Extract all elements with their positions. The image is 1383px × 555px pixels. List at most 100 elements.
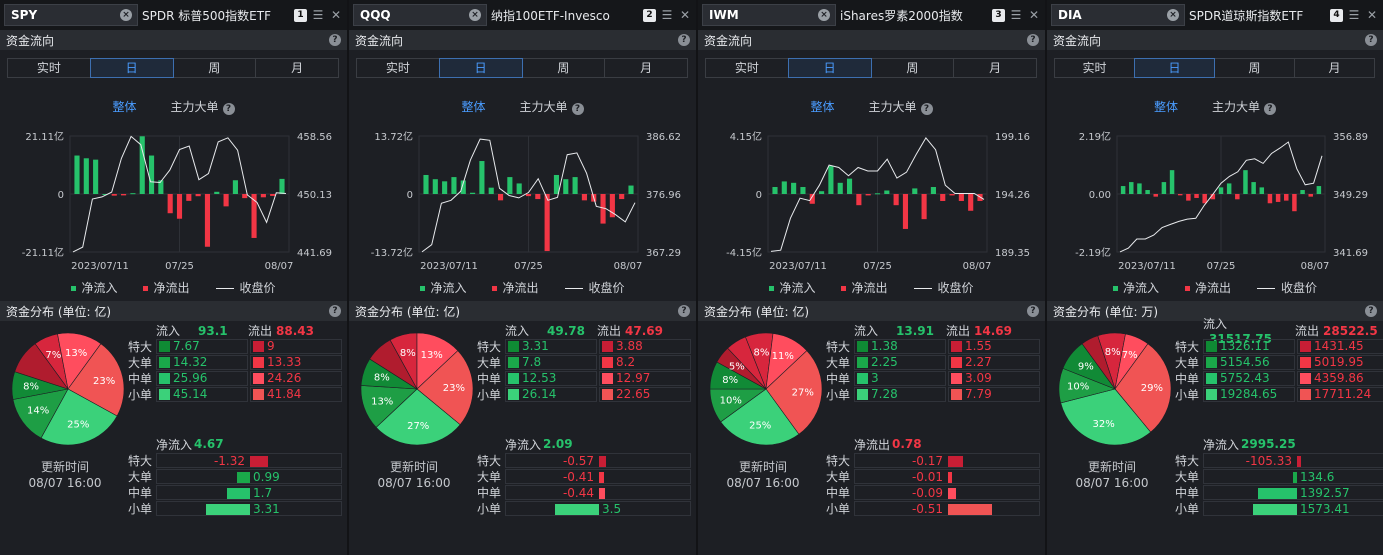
- net-flow-cell: -0.09: [854, 484, 1040, 500]
- help-icon[interactable]: ?: [329, 34, 341, 46]
- help-icon[interactable]: ?: [222, 103, 235, 115]
- symbol-input[interactable]: QQQ ×: [353, 4, 487, 26]
- net-flow-cell: 3.5: [505, 500, 691, 516]
- tab-2[interactable]: 周: [1214, 58, 1295, 78]
- help-icon[interactable]: ?: [1365, 34, 1377, 46]
- tab-2[interactable]: 周: [172, 58, 257, 78]
- inflow-amount: 1326.11: [1220, 339, 1270, 353]
- tab-1[interactable]: 日: [89, 58, 174, 78]
- tab-0[interactable]: 实时: [356, 58, 440, 78]
- net-flow-cell: 1.7: [156, 484, 342, 500]
- outflow-cell: 3.09: [948, 370, 1040, 386]
- settings-icon[interactable]: ☰: [1348, 8, 1360, 22]
- tab-0[interactable]: 实时: [705, 58, 789, 78]
- inflow-swatch: [159, 372, 170, 384]
- outflow-label: 流出: [248, 323, 273, 338]
- close-icon[interactable]: ✕: [330, 8, 342, 22]
- net-flow-row: 特大 -105.33: [1175, 452, 1383, 468]
- legend-close-text: 收盘价: [588, 280, 625, 295]
- outflow-amount: 2.27: [965, 355, 992, 369]
- outflow-cell: 12.97: [599, 370, 691, 386]
- flow-bar: [865, 194, 871, 196]
- close-icon[interactable]: ✕: [679, 8, 691, 22]
- legend-line: [564, 287, 583, 289]
- help-icon[interactable]: ?: [1264, 103, 1277, 115]
- clear-icon[interactable]: ×: [120, 9, 132, 21]
- symbol-input[interactable]: SPY ×: [4, 4, 138, 26]
- pie-slice: [369, 339, 418, 390]
- outflow-amount: 9: [267, 339, 275, 353]
- legend-inflow-text: 净流入: [1122, 280, 1159, 295]
- clear-icon[interactable]: ×: [818, 9, 830, 21]
- clear-icon[interactable]: ×: [469, 9, 481, 21]
- help-icon[interactable]: ?: [678, 305, 690, 317]
- net-flow-row: 小单 -0.51: [826, 500, 1040, 516]
- legend-line: [913, 287, 932, 289]
- flow-bar: [791, 182, 797, 194]
- distribution-row: 小单 7.28 7.79: [826, 386, 1042, 402]
- help-icon[interactable]: ?: [1365, 305, 1377, 317]
- inflow-swatch: [1206, 356, 1217, 368]
- help-icon[interactable]: ?: [678, 34, 690, 46]
- distribution-pie: 7% 13% 23% 25% 14% 8%: [11, 332, 125, 446]
- tab-0[interactable]: 实时: [7, 58, 91, 78]
- inflow-swatch: [159, 340, 170, 352]
- pie-label: 5%: [729, 361, 745, 372]
- update-time-label: 更新时间: [40, 460, 89, 474]
- tab-1[interactable]: 日: [1134, 58, 1215, 78]
- outflow-swatch: [951, 340, 962, 352]
- tab-1[interactable]: 日: [787, 58, 872, 78]
- settings-icon[interactable]: ☰: [661, 8, 673, 22]
- distribution-row: 中单 5752.43 4359.86: [1175, 370, 1383, 386]
- tab-3[interactable]: 月: [953, 58, 1037, 78]
- tab-main-big-orders[interactable]: 主力大单?: [520, 98, 584, 118]
- tab-overall[interactable]: 整体: [1153, 100, 1178, 114]
- tab-2[interactable]: 周: [870, 58, 955, 78]
- settings-icon[interactable]: ☰: [1010, 8, 1022, 22]
- tab-overall[interactable]: 整体: [461, 100, 486, 114]
- tab-2[interactable]: 周: [521, 58, 606, 78]
- flow-bar: [958, 194, 964, 201]
- tab-3[interactable]: 月: [255, 58, 339, 78]
- distribution-section-header: 资金分布 (单位: 亿)?: [349, 301, 696, 321]
- outflow-amount: 41.84: [267, 387, 302, 401]
- legend-outflow-text: 净流出: [153, 280, 190, 295]
- help-icon[interactable]: ?: [920, 103, 933, 115]
- symbol-text: IWM: [709, 8, 739, 22]
- tab-1[interactable]: 日: [438, 58, 523, 78]
- tab-3[interactable]: 月: [1294, 58, 1375, 78]
- inflow-amount: 5154.56: [1220, 355, 1270, 369]
- flow-bar: [846, 178, 853, 194]
- close-icon[interactable]: ✕: [1366, 8, 1378, 22]
- panel-dia: DIA × SPDR道琼斯指数ETF 4 ☰ ✕ 资金流向? 实时日周月整体 主力大单? 2.19…: [1047, 0, 1383, 555]
- help-icon[interactable]: ?: [329, 305, 341, 317]
- tab-overall[interactable]: 整体: [112, 100, 137, 114]
- flow-bar: [1259, 187, 1265, 194]
- help-icon[interactable]: ?: [1027, 305, 1039, 317]
- net-flow-cell: 134.6: [1203, 468, 1383, 484]
- legend-outflow: 净流出: [841, 279, 888, 296]
- tab-main-big-orders[interactable]: 主力大单?: [171, 98, 235, 118]
- help-icon[interactable]: ?: [1027, 34, 1039, 46]
- outflow-swatch: [253, 340, 264, 352]
- tab-main-big-orders[interactable]: 主力大单?: [1212, 98, 1277, 118]
- settings-icon[interactable]: ☰: [312, 8, 324, 22]
- inflow-swatch: [857, 372, 868, 384]
- symbol-bar: DIA × SPDR道琼斯指数ETF 4 ☰ ✕: [1047, 0, 1383, 30]
- flow-bar: [1235, 194, 1240, 200]
- symbol-text: QQQ: [360, 8, 391, 22]
- help-icon[interactable]: ?: [571, 103, 584, 115]
- flow-bar: [442, 181, 448, 194]
- tab-overall[interactable]: 整体: [810, 100, 835, 114]
- y-right-tick: 341.69: [1333, 248, 1368, 259]
- tab-0[interactable]: 实时: [1054, 58, 1135, 78]
- close-icon[interactable]: ✕: [1028, 8, 1040, 22]
- tab-3[interactable]: 月: [604, 58, 688, 78]
- symbol-input[interactable]: IWM ×: [702, 4, 836, 26]
- period-tabs: 实时日周月: [705, 58, 1037, 78]
- symbol-input[interactable]: DIA ×: [1051, 4, 1185, 26]
- tab-main-big-orders[interactable]: 主力大单?: [869, 98, 933, 118]
- panel-index-badge: 2: [643, 8, 656, 22]
- inflow-amount: 19284.65: [1220, 387, 1278, 401]
- clear-icon[interactable]: ×: [1167, 9, 1179, 21]
